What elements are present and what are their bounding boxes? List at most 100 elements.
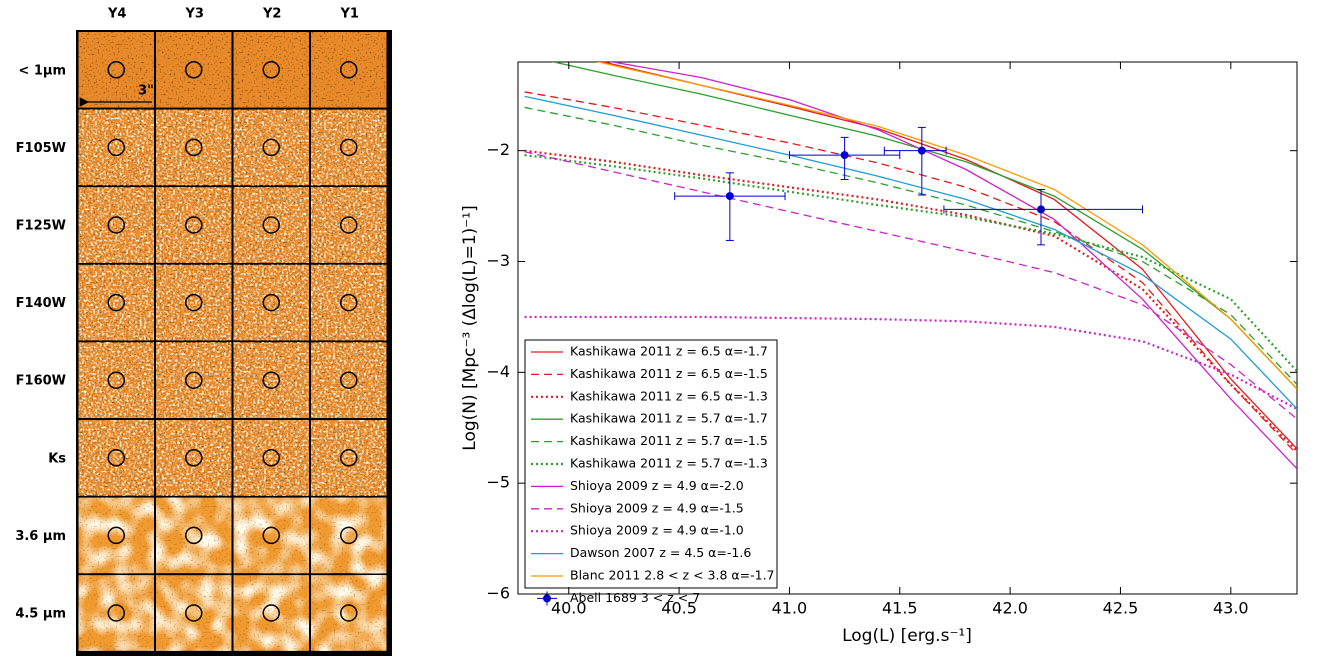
aperture [185, 216, 203, 234]
aperture [107, 449, 125, 467]
y-axis-label: Log(N) [Mpc⁻³ (Δlog(L)=1)⁻¹] [460, 205, 480, 450]
row-label: F105W [16, 141, 66, 156]
aperture [107, 293, 125, 312]
aperture [262, 449, 280, 467]
legend-swatch [543, 594, 551, 603]
y-tick-label: −5 [486, 473, 510, 492]
stamp-dark [311, 109, 387, 186]
aperture [262, 604, 280, 622]
stamp-dark [311, 420, 387, 496]
legend-label: Kashikawa 2011 z = 5.7 α=-1.3 [570, 456, 768, 471]
legend-label: Kashikawa 2011 z = 5.7 α=-1.7 [570, 411, 768, 426]
scale-label: 3" [138, 84, 154, 99]
aperture [107, 61, 125, 79]
x-tick-label: 42.5 [1103, 599, 1139, 618]
image-grid [78, 32, 387, 651]
aperture [185, 138, 203, 157]
x-tick-label: 40.5 [661, 599, 697, 618]
column-label: Y3 [185, 7, 204, 22]
row-label: 4.5 μm [15, 607, 66, 622]
legend-label: Abell 1689 3 < z < 7 [570, 590, 700, 605]
column-label: Y2 [262, 7, 281, 22]
stamp-dark [233, 575, 309, 651]
legend-label: Shioya 2009 z = 4.9 α=-1.5 [570, 500, 744, 515]
legend-label: Shioya 2009 z = 4.9 α=-1.0 [570, 523, 744, 538]
aperture [340, 371, 358, 389]
aperture [107, 526, 125, 545]
row-label: < 1μm [18, 63, 66, 78]
y-tick-label: −6 [486, 584, 510, 603]
aperture [340, 526, 358, 545]
stamp-dark [233, 109, 309, 186]
stamp-dark [233, 342, 309, 418]
legend-label: Kashikawa 2011 z = 6.5 α=-1.3 [570, 388, 768, 403]
aperture [185, 449, 203, 467]
legend-label: Kashikawa 2011 z = 6.5 α=-1.5 [570, 366, 768, 381]
stamp-dark [311, 497, 387, 574]
y-tick-label: −3 [486, 251, 510, 270]
x-axis-label: Log(L) [erg.s⁻¹] [842, 626, 972, 646]
stamp-dark [78, 420, 154, 496]
stamp-dark [233, 264, 309, 341]
stamp-dark [78, 187, 154, 263]
aperture [340, 604, 358, 622]
stamp-dark [156, 497, 232, 574]
x-tick-label: 41.5 [882, 599, 918, 618]
data-point [1037, 205, 1046, 214]
aperture [262, 293, 280, 312]
aperture [107, 371, 125, 389]
stamp-dark [78, 109, 154, 186]
row-label: 3.6 μm [15, 529, 66, 544]
stamp-dark [311, 575, 387, 651]
row-label: F160W [16, 374, 66, 389]
stamp-dark [311, 342, 387, 418]
data-point [917, 146, 926, 155]
aperture [262, 216, 280, 234]
aperture [185, 526, 203, 545]
column-label: Y4 [107, 7, 126, 22]
x-tick-label: 43.0 [1213, 599, 1249, 618]
y-tick-label: −2 [486, 140, 510, 159]
aperture [185, 604, 203, 622]
stamp-dark [311, 32, 387, 108]
stamp-dark [233, 187, 309, 263]
stamp-dark [78, 264, 154, 341]
stamp-dark [156, 32, 232, 108]
aperture [107, 138, 125, 157]
row-label: Ks [48, 451, 66, 466]
aperture [340, 61, 358, 79]
legend [524, 339, 778, 589]
stamp-dark [78, 342, 154, 418]
stamp-dark [78, 575, 154, 651]
y-tick-label: −4 [486, 362, 510, 381]
stamp-dark [233, 497, 309, 574]
row-label: F125W [16, 219, 66, 234]
legend-label: Blanc 2011 2.8 < z < 3.8 α=-1.7 [570, 568, 775, 583]
stamp-dark [311, 187, 387, 263]
curve [524, 149, 1297, 452]
stamp-dark [156, 109, 232, 186]
aperture [340, 293, 358, 312]
stamp-dark [311, 264, 387, 341]
legend-label: Shioya 2009 z = 4.9 α=-2.0 [570, 478, 744, 493]
stamp-dark [156, 342, 232, 418]
row-label: F140W [16, 296, 66, 311]
stamp-dark [78, 497, 154, 574]
legend-label: Kashikawa 2011 z = 6.5 α=-1.7 [570, 344, 768, 359]
legend-label: Kashikawa 2011 z = 5.7 α=-1.5 [570, 433, 768, 448]
aperture [262, 61, 280, 79]
aperture [340, 138, 358, 157]
data-point [840, 151, 849, 160]
data-point [725, 192, 734, 201]
stamp-dark [156, 187, 232, 263]
stamp-dark [156, 264, 232, 341]
aperture [185, 61, 203, 79]
x-tick-label: 41.0 [772, 599, 808, 618]
aperture [107, 604, 125, 622]
aperture [185, 371, 203, 389]
x-tick-label: 42.0 [992, 599, 1028, 618]
stamp-dark [78, 32, 154, 108]
stamp-dark [156, 575, 232, 651]
stamp-dark [233, 420, 309, 496]
